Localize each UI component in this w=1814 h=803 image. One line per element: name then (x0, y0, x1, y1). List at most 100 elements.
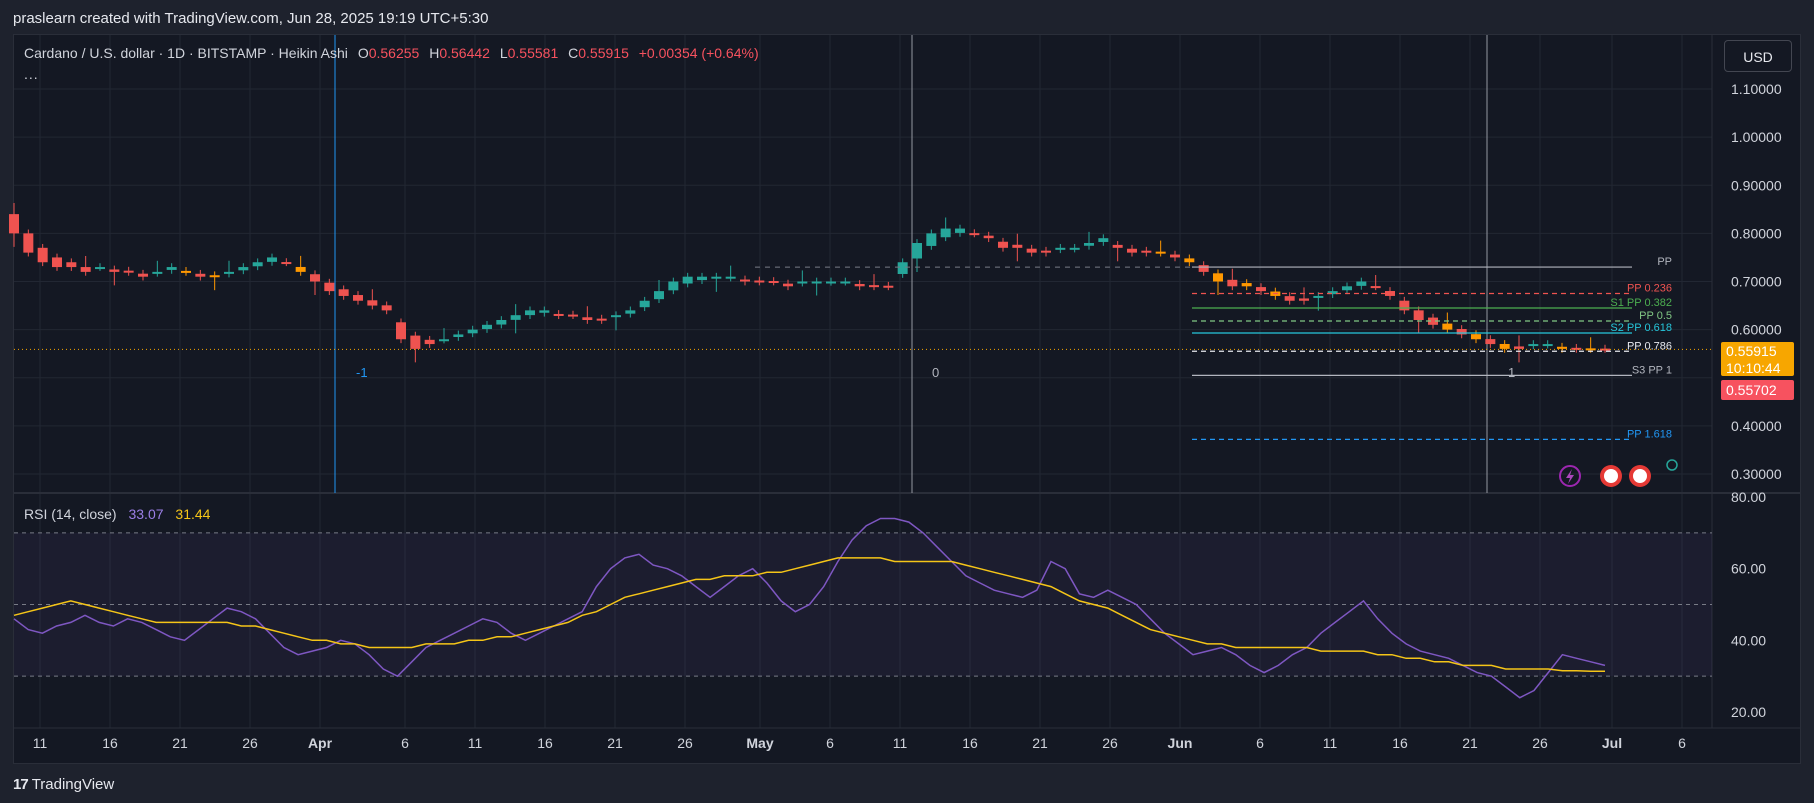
candle-body (568, 314, 578, 317)
pivot-label: PP 0.786 (1627, 340, 1672, 352)
candle-body (1241, 283, 1252, 287)
candle-body (52, 257, 62, 268)
candle-body (138, 273, 148, 277)
time-axis-label: 26 (1102, 735, 1118, 751)
candle-body (324, 282, 335, 292)
candle-body (639, 300, 650, 308)
candle-body (1528, 344, 1539, 347)
candle-body (897, 262, 908, 274)
candle-body (66, 262, 77, 268)
candle-body (1069, 247, 1080, 250)
settings-sun-icon (1666, 459, 1678, 471)
candle-body (1514, 346, 1524, 349)
candle-body (1055, 247, 1066, 250)
candle-body (926, 233, 937, 246)
high-label: H (429, 45, 440, 61)
candle-body (697, 276, 707, 281)
candle-body (940, 228, 951, 238)
candle-body (23, 233, 34, 253)
candle-body (883, 285, 894, 288)
candle-body (238, 267, 249, 271)
pivot-label: S2 PP 0.618 (1610, 322, 1672, 334)
rsi-line (13, 517, 1606, 699)
candle-body (725, 276, 736, 279)
candle-body (37, 247, 48, 263)
time-axis-label: Apr (308, 735, 333, 751)
candle-body (1184, 258, 1195, 263)
chart-frame[interactable] (13, 34, 1801, 764)
candle-body (195, 273, 206, 277)
time-axis-label: 11 (33, 735, 48, 751)
candle-body (797, 281, 808, 284)
time-axis-label: 11 (1323, 735, 1338, 751)
us-flag-icon (1604, 469, 1618, 483)
candle-body (482, 324, 492, 330)
time-axis-label: 6 (826, 735, 834, 751)
legend-more-button[interactable]: ... (24, 66, 39, 82)
candle-body (353, 295, 363, 301)
pivot-label: S1 PP 0.382 (1610, 297, 1672, 309)
candle-body (1571, 347, 1582, 350)
rsi-title[interactable]: RSI (14, close) (24, 506, 117, 522)
attribution-bar: praslearn created with TradingView.com, … (0, 0, 1814, 34)
time-axis-label: 21 (1032, 735, 1048, 751)
candle-body (310, 274, 320, 282)
high-value: 0.56442 (439, 45, 490, 61)
candle-body (1428, 317, 1438, 325)
pivot-label: PP 0.5 (1639, 310, 1672, 322)
candle-body (955, 228, 965, 233)
candle-body (1155, 251, 1166, 254)
time-axis-label: May (746, 735, 773, 751)
time-axis-label: 6 (401, 735, 409, 751)
candle-body (1327, 291, 1338, 295)
candle-body (367, 300, 378, 306)
time-axis-label: Jul (1602, 735, 1622, 751)
candle-body (80, 267, 91, 272)
candle-body (1012, 244, 1023, 248)
rsi-axis-label: 40.00 (1731, 632, 1766, 648)
candle-body (582, 317, 593, 320)
time-axis-label: 26 (242, 735, 258, 751)
tradingview-brand: TradingView (31, 776, 115, 793)
open-label: O (357, 45, 369, 61)
time-axis-label: 26 (677, 735, 693, 751)
price-axis-label: 0.80000 (1731, 225, 1782, 241)
time-axis-label: 11 (893, 735, 908, 751)
candle-body (1557, 346, 1567, 349)
pivot-label: PP (1657, 256, 1672, 268)
close-label: C (568, 45, 579, 61)
close-value: 0.55915 (578, 45, 629, 61)
candle-body (740, 279, 750, 282)
tradingview-logo[interactable]: 17 TradingView (13, 776, 114, 794)
candle-body (123, 270, 134, 273)
price-axis-label: 0.30000 (1731, 466, 1782, 482)
time-axis-label: 26 (1532, 735, 1548, 751)
candle-body (1442, 323, 1453, 330)
candle-body (912, 243, 922, 259)
candle-body (95, 267, 105, 270)
candle-body (1370, 286, 1381, 289)
candle-body (783, 283, 793, 287)
price-axis-label: 0.70000 (1731, 274, 1782, 290)
candle-body (1413, 310, 1424, 320)
pivot-label: PP 0.236 (1627, 283, 1672, 295)
candle-body (381, 305, 392, 311)
candle-body (424, 339, 435, 345)
time-axis-label: 6 (1678, 735, 1686, 751)
low-price-tag: 0.55702 (1721, 380, 1794, 400)
currency-button[interactable]: USD (1724, 40, 1792, 72)
candle-body (1256, 287, 1266, 292)
candle-body (711, 276, 722, 279)
candle-body (840, 281, 851, 284)
candle-body (768, 281, 779, 284)
candle-body (467, 329, 478, 334)
candle-body (1284, 296, 1295, 301)
candle-body (682, 276, 693, 284)
candle-body (1198, 265, 1209, 272)
candle-body (281, 262, 292, 265)
candle-body (1499, 343, 1510, 349)
candle-body (439, 339, 449, 342)
symbol-title[interactable]: Cardano / U.S. dollar · 1D · BITSTAMP · … (24, 45, 348, 61)
time-axis-label: 16 (1392, 735, 1408, 751)
